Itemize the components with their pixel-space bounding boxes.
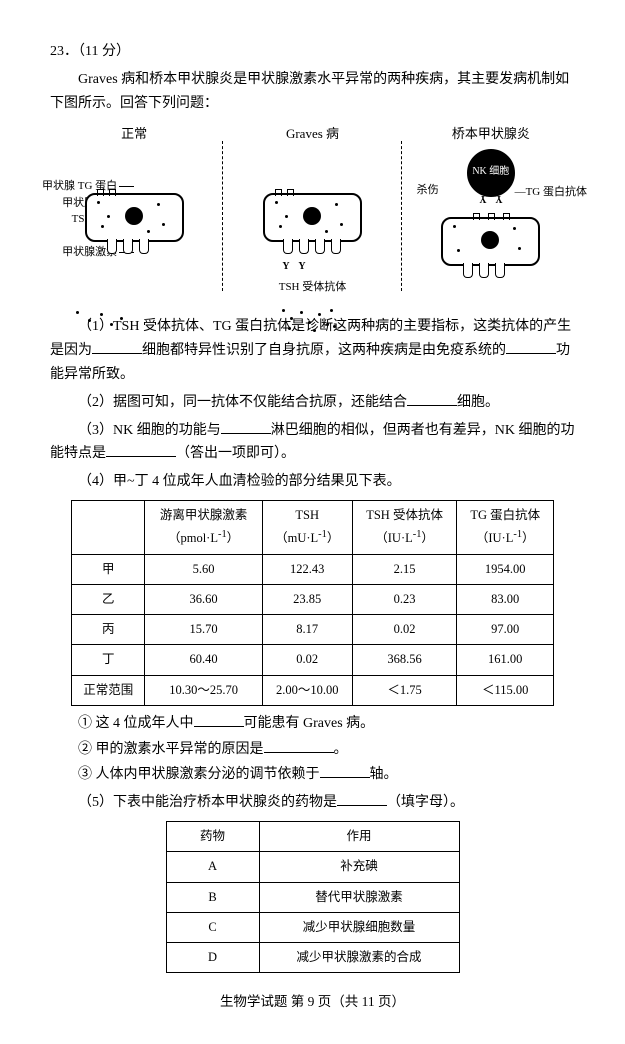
table-cell: 0.02 bbox=[352, 615, 457, 645]
thyroid-cell-graves: Y Y bbox=[263, 193, 362, 242]
diagram-graves: Graves 病 Y Y TSH 受体抗体 bbox=[228, 123, 396, 303]
table-row: D减少甲状腺激素的合成 bbox=[166, 943, 459, 973]
table-cell: A bbox=[166, 852, 259, 882]
blank-q3a[interactable] bbox=[221, 419, 271, 434]
table-cell: 161.00 bbox=[457, 645, 554, 675]
label-tsh-receptor-antibody: TSH 受体抗体 bbox=[228, 278, 396, 297]
table-cell: C bbox=[166, 912, 259, 942]
drug-table: 药物 作用 A补充碘B替代甲状腺激素C减少甲状腺细胞数量D减少甲状腺激素的合成 bbox=[166, 821, 460, 973]
table-cell: 10.30～25.70 bbox=[145, 675, 262, 705]
diagram-hashimoto: 桥本甲状腺炎 NK 细胞 杀伤 —TG 蛋白抗体 Y Y bbox=[407, 123, 575, 303]
table-cell: 5.60 bbox=[145, 554, 262, 584]
table-cell: 甲 bbox=[72, 554, 145, 584]
diagram-title-hashimoto: 桥本甲状腺炎 bbox=[407, 123, 575, 145]
diagram-divider-2 bbox=[401, 141, 403, 291]
page-footer: 生物学试题 第 9 页（共 11 页） bbox=[50, 991, 575, 1014]
table-row: B替代甲状腺激素 bbox=[166, 882, 459, 912]
table-cell: ＜1.75 bbox=[352, 675, 457, 705]
hormone-dots-normal bbox=[70, 307, 135, 335]
table-row: 正常范围10.30～25.702.00～10.00＜1.75＜115.00 bbox=[72, 675, 554, 705]
table-cell: 2.15 bbox=[352, 554, 457, 584]
table-cell: 0.02 bbox=[262, 645, 352, 675]
table-cell: 60.40 bbox=[145, 645, 262, 675]
table-cell: 8.17 bbox=[262, 615, 352, 645]
blank-q41[interactable] bbox=[194, 712, 244, 727]
nk-cell-label: NK 细胞 bbox=[471, 163, 511, 180]
question-number: 23．（11 分） bbox=[50, 40, 575, 64]
table-cell: 15.70 bbox=[145, 615, 262, 645]
label-tg-antibody: —TG 蛋白抗体 bbox=[515, 183, 587, 202]
diagram-normal: 正常 甲状腺 TG 蛋白 甲状腺细胞 TSH 受体 TSH 甲状腺激素 bbox=[50, 123, 218, 303]
drug-table-header: 药物 作用 bbox=[166, 822, 459, 852]
diagram-title-normal: 正常 bbox=[50, 123, 218, 145]
th-blank bbox=[72, 500, 145, 554]
th-ft: 游离甲状腺激素（pmol·L-1） bbox=[145, 500, 262, 554]
th-tgab: TG 蛋白抗体（IU·L-1） bbox=[457, 500, 554, 554]
blank-q42[interactable] bbox=[264, 738, 334, 753]
serum-data-table: 游离甲状腺激素（pmol·L-1） TSH（mU·L-1） TSH 受体抗体（I… bbox=[71, 500, 554, 706]
table-cell: 36.60 bbox=[145, 584, 262, 614]
table-cell: 乙 bbox=[72, 584, 145, 614]
question-4-intro: （4）甲~丁 4 位成年人血清检验的部分结果见下表。 bbox=[50, 470, 575, 494]
table-row: A补充碘 bbox=[166, 852, 459, 882]
table-row: 甲5.60122.432.151954.00 bbox=[72, 554, 554, 584]
hormone-dots-graves bbox=[278, 307, 343, 335]
table-cell: 替代甲状腺激素 bbox=[259, 882, 459, 912]
thyroid-cell-normal bbox=[85, 193, 184, 242]
table-cell: 1954.00 bbox=[457, 554, 554, 584]
question-2: （2）据图可知，同一抗体不仅能结合抗原，还能结合细胞。 bbox=[50, 391, 575, 415]
question-4-2: ② 甲的激素水平异常的原因是。 bbox=[50, 738, 575, 762]
label-thyroid-hormone: 甲状腺激素 bbox=[42, 244, 134, 261]
table-cell: 23.85 bbox=[262, 584, 352, 614]
thyroid-cell-hashimoto bbox=[441, 217, 540, 266]
th-tshab: TSH 受体抗体（IU·L-1） bbox=[352, 500, 457, 554]
blank-q5[interactable] bbox=[337, 791, 387, 806]
table-cell: 正常范围 bbox=[72, 675, 145, 705]
question-4-3: ③ 人体内甲状腺激素分泌的调节依赖于轴。 bbox=[50, 763, 575, 787]
table-cell: 减少甲状腺激素的合成 bbox=[259, 943, 459, 973]
label-kill: 杀伤 bbox=[417, 181, 439, 200]
th-tsh: TSH（mU·L-1） bbox=[262, 500, 352, 554]
blank-q2[interactable] bbox=[407, 391, 457, 406]
nk-cell-icon: NK 细胞 bbox=[467, 149, 515, 197]
table-cell: 83.00 bbox=[457, 584, 554, 614]
table-cell: 补充碘 bbox=[259, 852, 459, 882]
table-cell: 2.00～10.00 bbox=[262, 675, 352, 705]
table-row: 丙15.708.170.0297.00 bbox=[72, 615, 554, 645]
table-row: C减少甲状腺细胞数量 bbox=[166, 912, 459, 942]
blank-q1a[interactable] bbox=[92, 339, 142, 354]
table-cell: 丁 bbox=[72, 645, 145, 675]
table-cell: ＜115.00 bbox=[457, 675, 554, 705]
table-cell: 368.56 bbox=[352, 645, 457, 675]
blank-q3b[interactable] bbox=[106, 442, 176, 457]
table-row: 乙36.6023.850.2383.00 bbox=[72, 584, 554, 614]
table-cell: 122.43 bbox=[262, 554, 352, 584]
table-cell: B bbox=[166, 882, 259, 912]
table-row: 丁60.400.02368.56161.00 bbox=[72, 645, 554, 675]
th-effect: 作用 bbox=[259, 822, 459, 852]
blank-q43[interactable] bbox=[320, 763, 370, 778]
label-tg-protein: 甲状腺 TG 蛋白 bbox=[42, 178, 134, 195]
table-cell: 97.00 bbox=[457, 615, 554, 645]
question-3: （3）NK 细胞的功能与淋巴细胞的相似，但两者也有差异，NK 细胞的功能特点是（… bbox=[50, 419, 575, 467]
table-cell: 减少甲状腺细胞数量 bbox=[259, 912, 459, 942]
table-cell: D bbox=[166, 943, 259, 973]
blank-q1b[interactable] bbox=[506, 339, 556, 354]
question-4-1: ① 这 4 位成年人中可能患有 Graves 病。 bbox=[50, 712, 575, 736]
diagram-divider bbox=[222, 141, 224, 291]
table-header-row: 游离甲状腺激素（pmol·L-1） TSH（mU·L-1） TSH 受体抗体（I… bbox=[72, 500, 554, 554]
question-intro: Graves 病和桥本甲状腺炎是甲状腺激素水平异常的两种疾病，其主要发病机制如下… bbox=[50, 68, 575, 116]
table-cell: 0.23 bbox=[352, 584, 457, 614]
table-cell: 丙 bbox=[72, 615, 145, 645]
question-5: （5）下表中能治疗桥本甲状腺炎的药物是（填字母）。 bbox=[50, 791, 575, 815]
diagram-container: 正常 甲状腺 TG 蛋白 甲状腺细胞 TSH 受体 TSH 甲状腺激素 Grav bbox=[50, 123, 575, 303]
diagram-title-graves: Graves 病 bbox=[228, 123, 396, 145]
th-drug: 药物 bbox=[166, 822, 259, 852]
